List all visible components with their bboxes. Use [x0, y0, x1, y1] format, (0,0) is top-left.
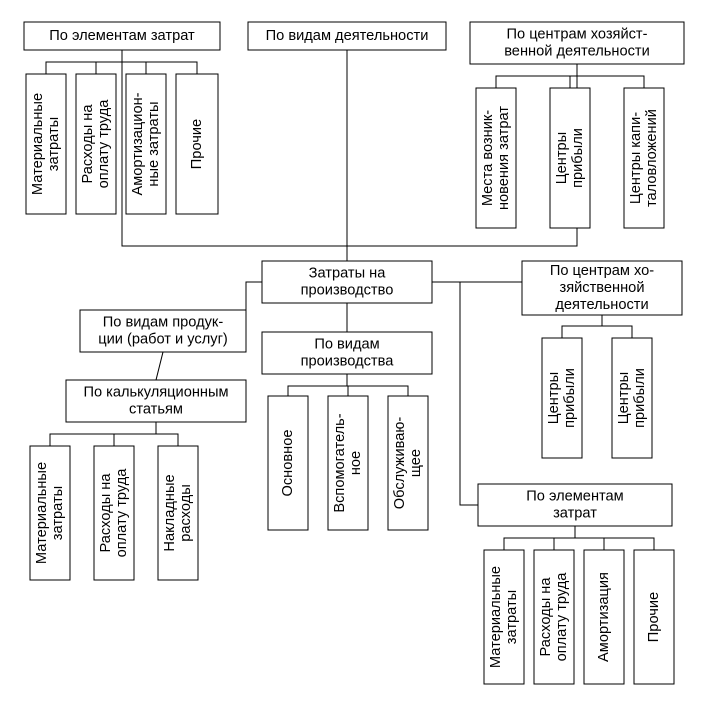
node-label: производства [301, 353, 395, 369]
node-vlabel: Материальные [30, 93, 46, 195]
node-label: По элементам затрат [49, 28, 195, 44]
node-bottom: По элементамзатрат [478, 484, 672, 526]
node-vlabel: Места возник- [480, 110, 496, 206]
edge [288, 374, 347, 396]
node-left2: По калькуляционнымстатьям [66, 380, 246, 422]
node-right1: По центрам хо-зяйственнойдеятельности [522, 261, 682, 315]
node-t3c3: Центры капи-таловложений [624, 88, 664, 228]
node-label: По видам деятельности [266, 28, 429, 44]
edge [96, 50, 122, 74]
edge [432, 282, 478, 505]
node-l2c2: Расходы наоплату труда [94, 446, 134, 580]
node-l2c3: Накладныерасходы [158, 446, 198, 580]
edge [554, 526, 575, 550]
node-vlabel: Амортизация [596, 572, 612, 662]
node-vlabel: оплату труда [554, 572, 570, 662]
node-vlabel: затраты [46, 117, 62, 171]
node-vlabel: Центры [616, 372, 632, 424]
node-bc2: Расходы наоплату труда [534, 550, 574, 684]
node-label: По видам [314, 337, 379, 353]
node-bc1: Материальныезатраты [484, 550, 524, 684]
node-vlabel: таловложений [644, 109, 660, 207]
node-vlabel: затраты [504, 590, 520, 644]
node-vlabel: Расходы на [98, 473, 114, 553]
node-label: зяйственной [559, 280, 644, 296]
edge [577, 64, 644, 88]
node-vlabel: Расходы на [538, 577, 554, 657]
node-bc4: Прочие [634, 550, 674, 684]
node-vlabel: Расходы на [80, 104, 96, 184]
edge [156, 422, 178, 446]
node-vlabel: Прочие [646, 592, 662, 642]
node-t1c1: Материальныезатраты [26, 74, 66, 214]
node-left1: По видам продук-ции (работ и услуг) [80, 310, 246, 352]
node-vlabel: прибыли [570, 128, 586, 188]
node-r1c2: Центрыприбыли [612, 338, 652, 458]
node-top2: По видам деятельности [248, 22, 446, 50]
node-vlabel: Материальные [488, 566, 504, 668]
edge [347, 64, 577, 261]
node-vlabel: прибыли [632, 368, 648, 428]
node-mc3: Обслуживаю-щее [388, 396, 428, 530]
node-top1: По элементам затрат [24, 22, 220, 50]
node-t3c1: Места возник-новения затрат [476, 88, 516, 228]
node-vlabel: расходы [178, 484, 194, 542]
edge [496, 64, 577, 88]
diagram-canvas: Затраты напроизводство По элементам затра… [0, 0, 706, 702]
node-t1c4: Прочие [176, 74, 218, 214]
node-vlabel: Центры капи- [628, 112, 644, 204]
node-label: По элементам [526, 489, 624, 505]
node-vlabel: затраты [50, 486, 66, 540]
node-vlabel: ное [348, 451, 364, 475]
node-center: Затраты напроизводство [262, 261, 432, 303]
edge [570, 64, 577, 88]
node-vlabel: Основное [280, 429, 296, 496]
node-vlabel: новения затрат [496, 106, 512, 210]
node-vlabel: Обслуживаю- [392, 417, 408, 510]
edge [602, 315, 632, 338]
node-vlabel: оплату труда [96, 99, 112, 189]
node-top3: По центрам хозяйст-венной деятельности [470, 22, 684, 64]
node-vlabel: Центры [554, 132, 570, 184]
node-mid: По видампроизводства [262, 332, 432, 374]
node-label: венной деятельности [504, 43, 650, 59]
node-label: Затраты на [309, 266, 387, 282]
node-l2c1: Материальныезатраты [30, 446, 70, 580]
node-vlabel: Накладные [162, 474, 178, 551]
edge [347, 374, 408, 396]
node-label: статьям [129, 401, 183, 417]
node-label: По центрам хозяйст- [506, 27, 647, 43]
node-vlabel: Вспомогатель- [332, 413, 348, 512]
edge [246, 282, 262, 331]
node-label: затрат [553, 505, 597, 521]
node-label: производство [301, 282, 394, 298]
edge [156, 352, 163, 380]
node-t3c2: Центрыприбыли [550, 88, 590, 228]
node-t1c2: Расходы наоплату труда [76, 74, 116, 214]
node-vlabel: ные затраты [146, 101, 162, 186]
node-label: ции (работ и услуг) [98, 331, 228, 347]
edge [114, 422, 156, 446]
edge [432, 282, 522, 288]
node-mc1: Основное [268, 396, 308, 530]
node-vlabel: щее [408, 449, 424, 477]
node-label: По центрам хо- [550, 263, 654, 279]
edge [562, 315, 602, 338]
node-t1c3: Амортизацион-ные затраты [126, 74, 166, 214]
node-label: По калькуляционным [83, 385, 228, 401]
node-vlabel: Материальные [34, 462, 50, 564]
node-vlabel: Прочие [189, 119, 205, 169]
node-r1c1: Центрыприбыли [542, 338, 582, 458]
node-vlabel: оплату труда [114, 468, 130, 558]
edge [122, 50, 197, 74]
node-vlabel: Центры [546, 372, 562, 424]
node-vlabel: прибыли [562, 368, 578, 428]
node-label: деятельности [555, 297, 648, 313]
node-mc2: Вспомогатель-ное [328, 396, 368, 530]
node-label: По видам продук- [103, 315, 224, 331]
node-vlabel: Амортизацион- [130, 92, 146, 195]
node-bc3: Амортизация [584, 550, 624, 684]
edge [575, 526, 654, 550]
